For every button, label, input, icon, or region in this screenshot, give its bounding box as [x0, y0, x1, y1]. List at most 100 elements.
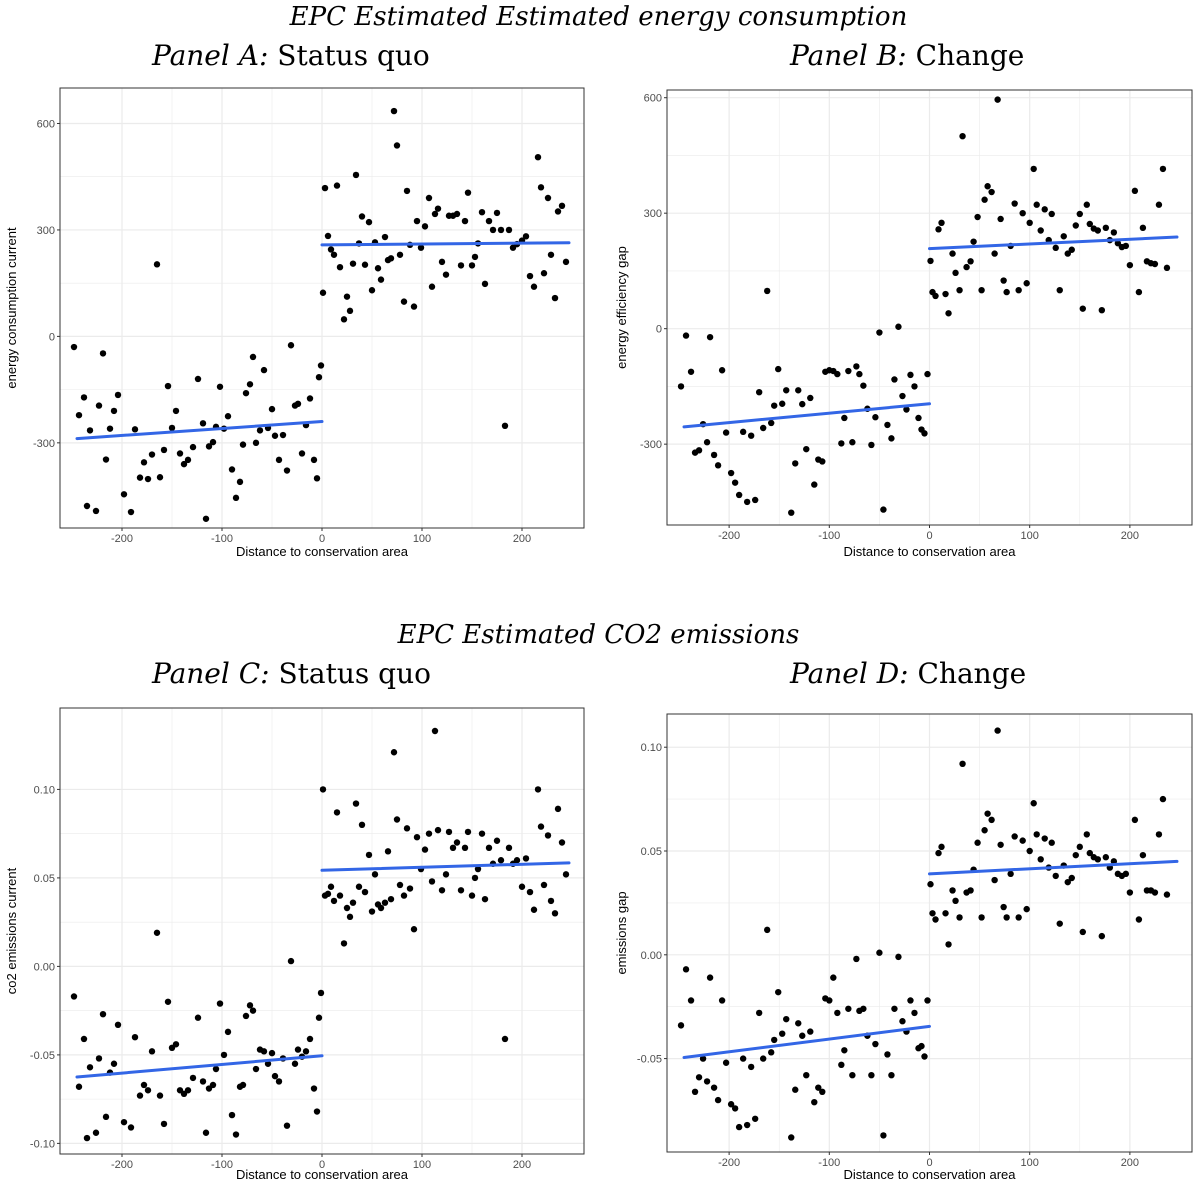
data-point — [485, 844, 493, 852]
data-point — [99, 350, 107, 357]
data-point — [792, 460, 799, 467]
x-tick-label: -200 — [111, 1159, 133, 1171]
data-point — [803, 1071, 810, 1079]
y-tick-label: 0 — [656, 324, 662, 336]
data-point — [703, 439, 711, 446]
y-tick-label: 600 — [37, 118, 55, 130]
panel-b-label: Panel B: — [790, 39, 907, 72]
data-point — [978, 914, 985, 921]
data-point — [945, 310, 952, 317]
data-point — [838, 1061, 845, 1069]
data-point — [722, 1059, 730, 1066]
data-point — [1015, 914, 1022, 921]
data-point — [853, 955, 860, 963]
data-point — [468, 262, 476, 269]
x-tick-label: -100 — [818, 530, 840, 542]
data-point — [410, 303, 418, 310]
data-point — [252, 1065, 260, 1073]
data-point — [1131, 816, 1139, 824]
panel-b-title: Panel B: Change — [790, 40, 1024, 72]
data-point — [522, 855, 530, 862]
data-point — [899, 392, 906, 400]
data-point — [349, 899, 357, 906]
data-point — [997, 841, 1004, 848]
data-point — [727, 1101, 735, 1108]
data-point — [189, 1074, 197, 1082]
data-point — [1122, 870, 1130, 878]
data-point — [340, 940, 348, 947]
data-point — [991, 250, 998, 257]
data-point — [826, 997, 833, 1004]
data-point — [421, 846, 429, 853]
data-point — [935, 226, 942, 233]
data-point — [95, 402, 103, 409]
data-point — [775, 365, 782, 373]
data-point — [942, 910, 949, 917]
data-point — [156, 474, 164, 481]
data-point — [558, 839, 566, 846]
data-point — [682, 966, 690, 973]
fit-line — [320, 241, 571, 247]
data-point — [346, 307, 354, 315]
data-point — [172, 407, 180, 415]
data-point — [1011, 200, 1018, 207]
data-point — [706, 333, 714, 341]
data-point — [474, 865, 482, 873]
data-point — [302, 1048, 310, 1055]
data-point — [228, 466, 236, 473]
data-point — [425, 194, 433, 202]
chart-panel-a: -200 -100 0 100 200 -300 0 300 600 Distance to co… — [4, 87, 585, 559]
data-point — [330, 251, 338, 258]
data-point — [1159, 795, 1167, 803]
data-point — [324, 232, 332, 240]
data-point — [1064, 250, 1071, 257]
data-point — [410, 926, 418, 933]
data-point — [127, 508, 135, 516]
data-point — [1041, 835, 1048, 842]
data-point — [396, 881, 404, 889]
data-point — [1019, 837, 1026, 844]
data-point — [400, 298, 408, 305]
data-point — [212, 1065, 220, 1073]
data-point — [461, 217, 469, 225]
data-point — [718, 367, 726, 374]
data-point — [438, 258, 446, 266]
data-point — [907, 371, 914, 379]
data-point — [425, 830, 433, 837]
data-point — [268, 405, 276, 413]
data-point — [924, 370, 931, 378]
data-point — [156, 1092, 164, 1099]
data-point — [216, 383, 224, 390]
data-point — [703, 1078, 711, 1085]
data-point — [945, 941, 952, 948]
data-point — [811, 481, 818, 488]
data-point — [1000, 277, 1007, 284]
data-point — [1159, 165, 1167, 173]
data-point — [464, 828, 472, 836]
data-point — [1033, 831, 1040, 838]
data-point — [361, 261, 369, 268]
data-point — [991, 876, 998, 884]
data-point — [1064, 878, 1071, 886]
x-axis-title: Distance to conservation area — [236, 1167, 409, 1182]
data-point — [275, 1078, 283, 1085]
data-point — [260, 1048, 268, 1055]
data-point — [1126, 261, 1134, 269]
data-point — [956, 286, 963, 294]
data-point — [377, 904, 385, 912]
data-point — [1139, 224, 1147, 232]
data-point — [497, 857, 505, 864]
data-point — [911, 383, 918, 390]
data-point — [501, 1035, 509, 1043]
data-point — [298, 450, 306, 457]
data-point — [481, 895, 489, 903]
data-point — [534, 153, 542, 161]
data-point — [413, 217, 421, 225]
data-point — [1072, 851, 1079, 859]
data-point — [815, 1084, 822, 1091]
x-tick-label: -100 — [211, 533, 233, 545]
x-tick-label: -100 — [211, 1159, 233, 1171]
data-point — [1026, 847, 1033, 855]
data-point — [505, 226, 513, 234]
data-point — [849, 439, 856, 446]
